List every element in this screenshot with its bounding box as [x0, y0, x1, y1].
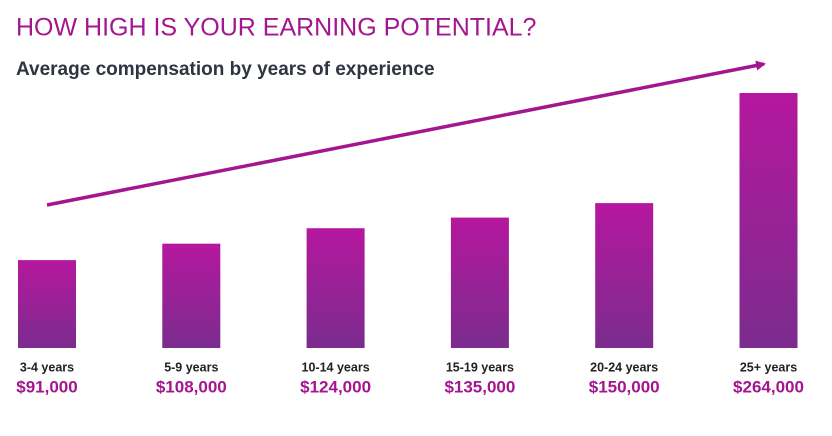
trend-arrow — [46, 60, 766, 207]
chart-title: HOW HIGH IS YOUR EARNING POTENTIAL? — [16, 14, 536, 42]
value-label: $150,000 — [589, 377, 660, 396]
bar — [162, 243, 221, 348]
chart-subtitle: Average compensation by years of experie… — [16, 59, 435, 80]
bar — [739, 93, 798, 348]
category-label: 5-9 years — [164, 360, 218, 374]
value-label: $264,000 — [733, 377, 804, 396]
category-label: 25+ years — [740, 360, 797, 374]
value-label: $108,000 — [156, 377, 227, 396]
bar — [306, 228, 365, 348]
value-label: $91,000 — [16, 377, 77, 396]
value-label: $135,000 — [444, 377, 515, 396]
value-label: $124,000 — [300, 377, 371, 396]
category-label: 3-4 years — [20, 360, 74, 374]
bar — [450, 217, 509, 348]
bar — [18, 260, 76, 348]
category-label: 15-19 years — [446, 360, 514, 374]
category-label: 10-14 years — [302, 360, 370, 374]
bar — [595, 203, 654, 348]
category-label: 20-24 years — [590, 360, 658, 374]
